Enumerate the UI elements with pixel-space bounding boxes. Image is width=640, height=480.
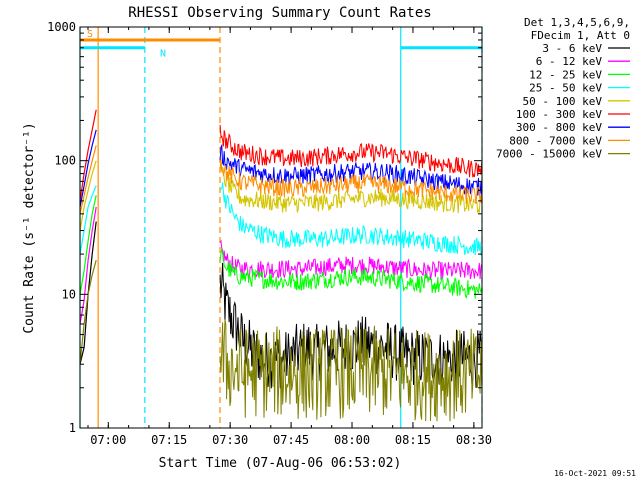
series-25-50-kev: [79, 182, 483, 257]
legend-label-100-300-kev: 100 - 300 keV: [516, 108, 602, 121]
legend-label-50-100-kev: 50 - 100 keV: [523, 95, 603, 108]
legend-header-line-1: Det 1,3,4,5,6,9,: [524, 16, 630, 29]
series-50-100-kev-post-segment: [219, 161, 483, 214]
x-tick-label-4: 07:45: [273, 433, 309, 447]
legend-label-25-50-kev: 25 - 50 keV: [529, 82, 602, 95]
legend-label-300-800-kev: 300 - 800 keV: [516, 121, 602, 134]
series-100-300-kev-pre-segment: [79, 109, 97, 201]
legend-label-6-12-kev: 6 - 12 keV: [536, 55, 603, 68]
series-6-12-kev-pre-segment: [79, 206, 97, 325]
timestamp: 16-Oct-2021 09:51: [554, 469, 636, 478]
x-tick-label-5: 08:00: [334, 433, 370, 447]
y-tick-label-2: 10: [62, 287, 76, 301]
x-axis-ticks: 07:00 07:15 07:30 07:45 08:00 08:15 08:30: [87, 27, 492, 447]
plot-content: SN: [79, 27, 483, 428]
x-tick-label-1: 07:00: [90, 433, 126, 447]
legend: Det 1,3,4,5,6,9, FDecim 1, Att 0 3 - 6 k…: [496, 16, 630, 161]
x-axis-label: Start Time (07-Aug-06 06:53:02): [159, 456, 402, 471]
series-800-7000-kev-post-segment: [219, 159, 483, 205]
series-800-7000-kev: [79, 145, 483, 215]
legend-header-line-2: FDecim 1, Att 0: [531, 29, 630, 42]
flag-label-s: S: [87, 29, 93, 40]
series-12-25-kev-pre-segment: [79, 195, 97, 295]
series-300-800-kev-post-segment: [219, 143, 483, 196]
series-7000-15000-kev-post-segment: [219, 319, 483, 422]
chart-title: RHESSI Observing Summary Count Rates: [128, 5, 431, 21]
series-6-12-kev-post-segment: [219, 239, 483, 281]
legend-label-7000-15000-kev: 7000 - 15000 keV: [496, 148, 602, 161]
series-7000-15000-kev: [79, 260, 483, 422]
y-axis-label: Count Rate (s⁻¹ detector⁻¹): [22, 122, 37, 333]
x-tick-label-6: 08:15: [395, 433, 431, 447]
y-tick-label-1: 1: [69, 421, 76, 435]
legend-label-3-6-kev: 3 - 6 keV: [542, 42, 602, 55]
series-25-50-kev-post-segment: [219, 182, 483, 257]
x-tick-label-2: 07:15: [151, 433, 187, 447]
series-6-12-kev: [79, 206, 483, 325]
y-tick-label-4: 1000: [47, 20, 76, 34]
y-tick-label-3: 100: [54, 154, 76, 168]
x-tick-label-7: 08:30: [456, 433, 492, 447]
series-12-25-kev-post-segment: [219, 248, 483, 299]
series-300-800-kev: [79, 129, 483, 208]
series-50-100-kev-pre-segment: [79, 160, 97, 231]
series-100-300-kev: [79, 109, 483, 201]
flag-label-n: N: [160, 49, 166, 60]
legend-label-800-7000-kev: 800 - 7000 keV: [509, 134, 602, 147]
plot-frame: [79, 26, 483, 429]
series-300-800-kev-pre-segment: [79, 129, 97, 208]
x-tick-label-3: 07:30: [212, 433, 248, 447]
series-50-100-kev: [79, 160, 483, 231]
y-axis-ticks: 1 10 100 1000: [47, 20, 482, 435]
series-25-50-kev-pre-segment: [79, 185, 97, 255]
series-12-25-kev: [79, 195, 483, 299]
series-100-300-kev-post-segment: [219, 124, 483, 178]
series-7000-15000-kev-pre-segment: [79, 260, 97, 365]
legend-label-12-25-kev: 12 - 25 keV: [529, 68, 602, 81]
series-800-7000-kev-pre-segment: [79, 145, 97, 215]
